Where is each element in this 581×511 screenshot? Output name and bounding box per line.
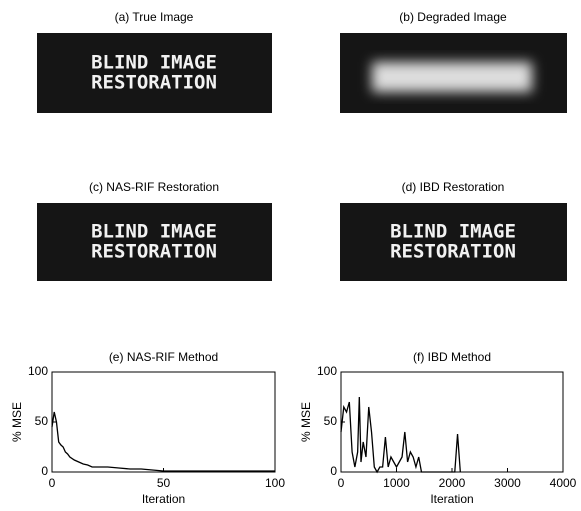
image-text: BLIND IMAGE [390,221,516,243]
blur-blob [372,62,532,92]
x-axis-label: Iteration [430,492,473,506]
image-text: RESTORATION [91,72,217,94]
panel-title: (b) Degraded Image [399,10,507,24]
image-text: BLIND IMAGE [91,221,217,243]
y-axis-label: % MSE [10,402,24,442]
image-text: BLIND IMAGE [91,52,217,74]
y-tick-label: 100 [28,364,48,378]
x-tick-label: 1000 [383,476,410,490]
y-tick-label: 0 [330,464,337,478]
y-tick-label: 50 [324,414,338,428]
panel-title: (a) True Image [115,10,194,24]
y-tick-label: 0 [41,464,48,478]
y-tick-label: 50 [35,414,49,428]
image-text: RESTORATION [91,241,217,263]
line [340,396,461,474]
panel-title: (d) IBD Restoration [402,180,505,194]
x-axis-label: Iteration [142,492,185,506]
y-axis-label: % MSE [299,402,313,442]
panel-title: (c) NAS-RIF Restoration [89,180,219,194]
image-nasrif [37,203,272,281]
chart-title: (e) NAS-RIF Method [109,350,218,364]
x-tick-label: 0 [49,476,56,490]
x-tick-label: 0 [338,476,345,490]
x-tick-label: 3000 [494,476,521,490]
x-tick-label: 50 [157,476,171,490]
image-ibd [340,203,567,281]
line [51,411,275,472]
plot-frame [340,371,564,473]
x-tick-label: 2000 [439,476,466,490]
y-tick-label: 100 [317,364,337,378]
chart-title: (f) IBD Method [413,350,491,364]
image-text: RESTORATION [390,241,516,263]
plot-frame [51,371,276,473]
x-tick-label: 100 [265,476,285,490]
x-tick-label: 4000 [550,476,577,490]
image-true [37,33,272,113]
